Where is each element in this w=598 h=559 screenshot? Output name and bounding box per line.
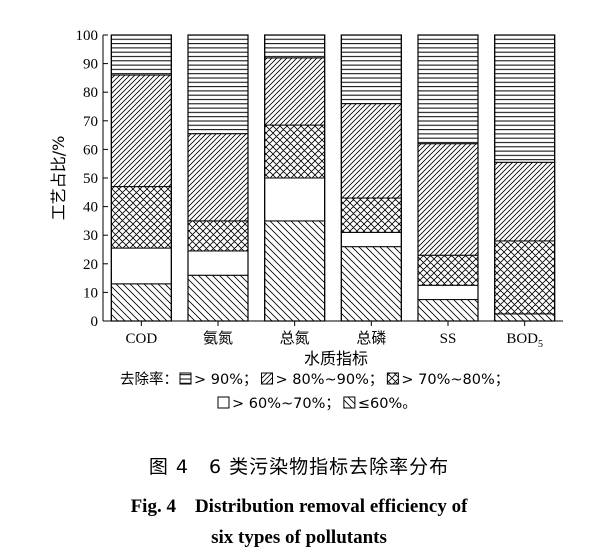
caption-chinese: 图 4 6 类污染物指标去除率分布	[148, 456, 450, 478]
bar-segment	[264, 177, 326, 222]
bar-segment	[187, 274, 249, 322]
bar-segment	[340, 34, 402, 105]
y-tick-label: 70	[83, 114, 98, 130]
legend-entry: > 70%~80%；	[401, 372, 509, 388]
y-tick-label: 50	[83, 171, 98, 187]
bar-segment	[494, 240, 556, 315]
bar-segment	[340, 231, 402, 248]
y-axis-label: 工艺占比/%	[49, 136, 68, 221]
bar-outline	[187, 34, 249, 322]
legend: 去除率： > 90%； > 80%~90%； > 70%~80%； > 60%~70%；…	[120, 371, 509, 412]
legend-entry: > 60%~70%；	[232, 396, 340, 412]
stacked-bar-chart: 0 10 20 30 40 50 60 70 80 90 100 COD 氨氮 总氮 总磷 SS BOD5 工…	[49, 28, 563, 412]
bar-segment	[110, 186, 172, 249]
bar-segment	[187, 250, 249, 276]
bar-segment	[110, 283, 172, 322]
bar-segment	[264, 57, 326, 126]
bar-segment	[264, 34, 326, 59]
y-tick-label: 0	[91, 314, 99, 330]
bar-outline	[264, 34, 326, 322]
legend-swatch	[261, 372, 273, 385]
bar-segment	[417, 284, 479, 301]
bar-segment	[187, 133, 249, 222]
y-tick-label: 10	[83, 285, 98, 301]
bar-segment	[417, 299, 479, 322]
legend-prefix: 去除率：	[120, 371, 178, 388]
x-tick-label: 总氮	[280, 329, 310, 347]
x-axis-labels: COD 氨氮 总氮 总磷 SS BOD5	[125, 329, 543, 350]
bar-outline	[340, 34, 402, 322]
bar-segment	[417, 143, 479, 256]
bar-segment	[340, 246, 402, 322]
bar-segment	[417, 34, 479, 145]
y-tick-label: 60	[83, 142, 98, 158]
bar-segment	[187, 34, 249, 135]
bar-segment	[110, 74, 172, 188]
bar-segment	[494, 313, 556, 322]
y-tick-label: 40	[83, 200, 98, 216]
x-tick-label: 总磷	[356, 329, 386, 347]
legend-entry: > 80%~90%；	[276, 372, 384, 388]
bar-segment	[340, 103, 402, 199]
caption-english-line1: Fig. 4 Distribution removal efficiency o…	[130, 496, 468, 517]
bar-segment	[110, 34, 172, 76]
x-axis-label: 水质指标	[304, 349, 368, 368]
legend-swatch	[343, 396, 356, 409]
legend-swatch	[217, 396, 230, 409]
bar-segment	[187, 220, 249, 252]
bar-segment	[494, 34, 556, 163]
bars	[110, 34, 556, 322]
x-tick-label: SS	[440, 331, 457, 347]
legend-swatch	[179, 372, 192, 385]
x-tick-label: BOD5	[506, 331, 543, 350]
x-tick-label: COD	[125, 331, 157, 347]
y-tick-label: 80	[83, 85, 98, 101]
caption-english-line2: six types of pollutants	[211, 527, 387, 548]
y-tick-label: 100	[76, 28, 99, 44]
legend-swatch	[386, 372, 399, 385]
bar-outline	[417, 34, 479, 322]
bar-segment	[417, 254, 479, 286]
bar-outline	[110, 34, 172, 322]
bar-segment	[494, 161, 556, 242]
bar-segment	[264, 124, 326, 179]
x-tick-label: 氨氮	[203, 329, 233, 347]
bar-outline	[494, 34, 556, 322]
y-tick-label: 90	[83, 57, 98, 73]
y-tick-label: 30	[83, 228, 98, 244]
bar-segment	[264, 220, 326, 322]
legend-entry: ≤60%。	[358, 396, 417, 412]
bar-segment	[110, 247, 172, 285]
bar-segment	[340, 197, 402, 233]
y-tick-label: 20	[83, 257, 98, 273]
legend-entry: > 90%；	[194, 372, 258, 388]
y-axis: 0 10 20 30 40 50 60 70 80 90 100	[76, 28, 563, 330]
